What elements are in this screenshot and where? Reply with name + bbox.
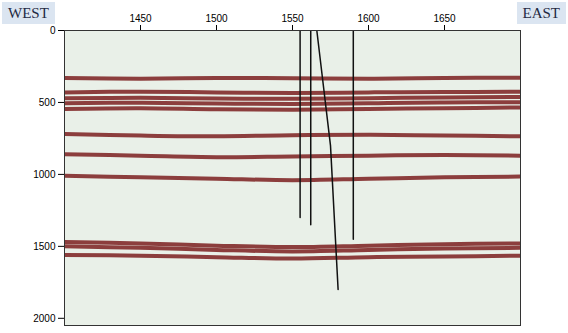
svg-text:1500: 1500: [33, 241, 56, 252]
svg-text:1000: 1000: [33, 169, 56, 180]
svg-text:0: 0: [50, 25, 56, 36]
svg-text:1500: 1500: [205, 13, 228, 24]
svg-text:1450: 1450: [129, 13, 152, 24]
html-text:WEST: WEST: [8, 5, 49, 21]
svg-text:500: 500: [39, 97, 56, 108]
svg-text:1650: 1650: [433, 13, 456, 24]
html-text:EAST: EAST: [522, 5, 560, 21]
svg-text:1550: 1550: [281, 13, 304, 24]
svg-text:2000: 2000: [33, 313, 56, 324]
svg-text:1600: 1600: [357, 13, 380, 24]
